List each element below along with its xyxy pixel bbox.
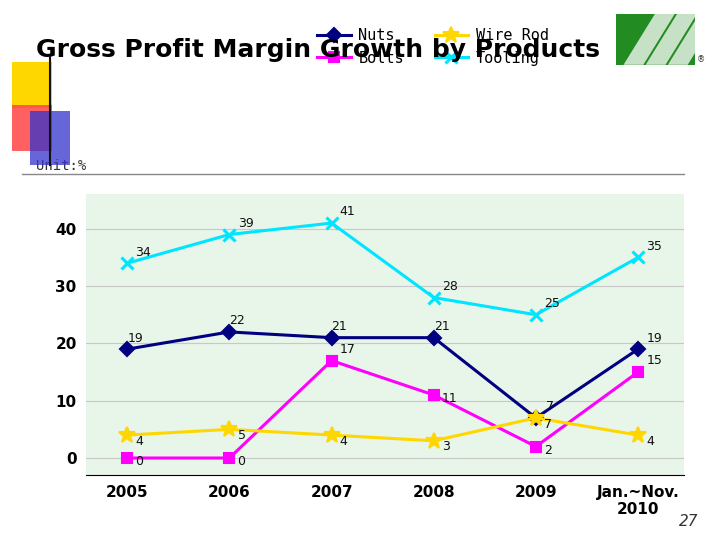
Tooling <box>634 254 642 261</box>
Text: ®: ® <box>696 55 705 64</box>
Wire Rod <box>328 432 336 438</box>
Text: 39: 39 <box>238 217 253 230</box>
Line: Wire Rod: Wire Rod <box>119 409 647 449</box>
Text: 21: 21 <box>332 320 347 333</box>
Bolts <box>123 455 132 461</box>
Text: 41: 41 <box>340 205 356 219</box>
Text: 11: 11 <box>442 392 458 406</box>
Text: 4: 4 <box>647 435 654 448</box>
Nuts <box>531 415 540 421</box>
Nuts <box>225 329 234 335</box>
Nuts <box>123 346 132 353</box>
Text: 28: 28 <box>442 280 458 293</box>
Text: 0: 0 <box>135 455 143 468</box>
Wire Rod <box>429 437 438 444</box>
Text: 19: 19 <box>127 332 143 345</box>
Wire Rod <box>225 426 234 433</box>
Polygon shape <box>668 14 719 65</box>
Wire Rod <box>123 432 132 438</box>
Text: 35: 35 <box>647 240 662 253</box>
Text: 34: 34 <box>135 246 151 259</box>
Text: 4: 4 <box>340 435 348 448</box>
Text: 22: 22 <box>230 314 246 327</box>
Text: 25: 25 <box>544 297 560 310</box>
Tooling <box>531 312 540 318</box>
Bolts <box>531 443 540 450</box>
Bolts <box>429 392 438 398</box>
Line: Bolts: Bolts <box>122 356 643 463</box>
Polygon shape <box>646 14 697 65</box>
Wire Rod <box>531 415 540 421</box>
Tooling <box>328 220 336 226</box>
Bolts <box>634 369 642 375</box>
Polygon shape <box>624 14 675 65</box>
Tooling <box>225 231 234 238</box>
Tooling <box>123 260 132 266</box>
Line: Nuts: Nuts <box>122 327 643 423</box>
Nuts <box>328 334 336 341</box>
Nuts <box>429 334 438 341</box>
Text: 27: 27 <box>679 514 698 529</box>
Text: 0: 0 <box>238 455 246 468</box>
Text: 19: 19 <box>647 332 662 345</box>
Text: 2: 2 <box>544 444 552 457</box>
Text: Gross Profit Margin Growth by Products: Gross Profit Margin Growth by Products <box>36 38 600 62</box>
Line: Tooling: Tooling <box>121 217 644 321</box>
Text: 7: 7 <box>546 400 554 413</box>
Text: 21: 21 <box>433 320 449 333</box>
Legend: Nuts, Bolts, Wire Rod, Tooling: Nuts, Bolts, Wire Rod, Tooling <box>318 28 549 65</box>
Bolts <box>225 455 234 461</box>
Wire Rod <box>634 432 642 438</box>
Nuts <box>634 346 642 353</box>
Text: 7: 7 <box>544 417 552 430</box>
Text: 3: 3 <box>442 441 450 454</box>
Text: Unit:%: Unit:% <box>36 159 86 173</box>
Text: 15: 15 <box>647 354 662 367</box>
Tooling <box>429 294 438 301</box>
Text: 5: 5 <box>238 429 246 442</box>
Text: 4: 4 <box>135 435 143 448</box>
Text: 17: 17 <box>340 343 356 356</box>
Bolts <box>328 357 336 364</box>
